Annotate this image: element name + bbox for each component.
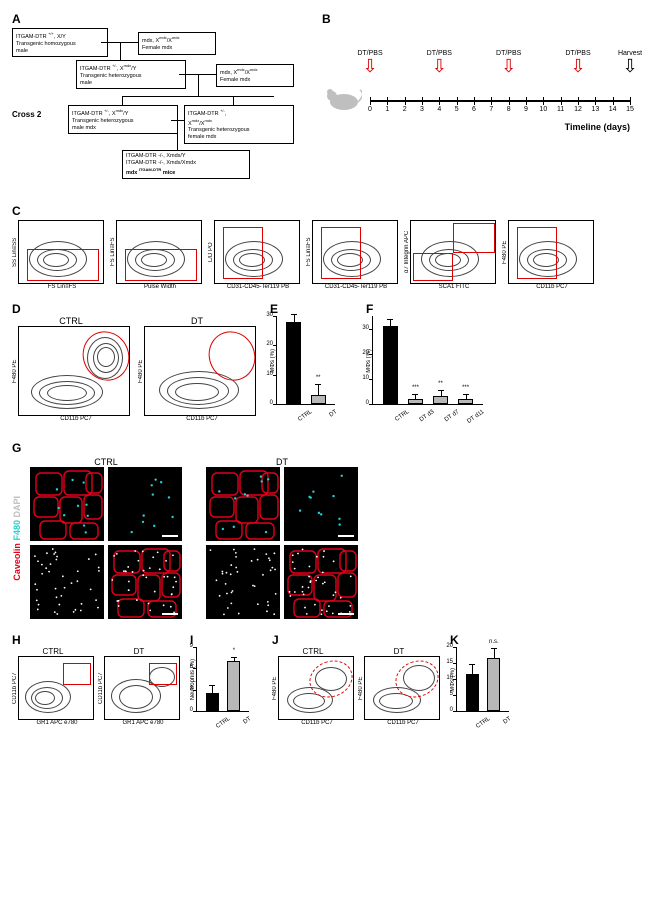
panel-j: J CTRL F480 PE CD11b PC7 DT F bbox=[272, 633, 440, 726]
barchart-f: 0102030******** bbox=[372, 316, 483, 405]
timeline-arrow: DT/PBS⇩ bbox=[427, 50, 452, 75]
figure: A ITGAM-DTR +/+, X/YTransgenic homozygou… bbox=[12, 12, 638, 734]
facs-c-0: SS Lin≡SSFS Lin≡FS bbox=[12, 220, 104, 290]
panel-d-title-dt: DT bbox=[138, 316, 256, 326]
cross2-label: Cross 2 bbox=[12, 110, 41, 119]
bar bbox=[487, 658, 500, 711]
barchart-i: 0369* bbox=[196, 647, 249, 712]
timeline-arrow: DT/PBS⇩ bbox=[357, 50, 382, 75]
breed-box-c2-female: ITGAM-DTR +/-,Xmdx/XmdxTransgenic hetero… bbox=[184, 105, 294, 144]
micrograph bbox=[30, 545, 104, 619]
bar bbox=[433, 396, 448, 404]
micrograph bbox=[284, 467, 358, 541]
bar bbox=[408, 399, 423, 404]
barchart-e: 0102030** bbox=[276, 316, 335, 405]
significance-marker: ** bbox=[429, 381, 453, 387]
panel-label-e: E bbox=[270, 302, 352, 316]
panel-label-d: D bbox=[12, 302, 256, 316]
timeline-arrow: DT/PBS⇩ bbox=[496, 50, 521, 75]
micrograph bbox=[108, 545, 182, 619]
facs-c-5: F480 PECD11b PC7 bbox=[502, 220, 594, 290]
panel-label-c: C bbox=[12, 204, 638, 218]
panel-label-f: F bbox=[366, 302, 496, 316]
micrograph-grid-dt bbox=[206, 467, 358, 619]
bar bbox=[383, 326, 398, 404]
panel-k: K MΦs (%) 05101520n.s. CTRLDT bbox=[450, 633, 522, 734]
panel-f: F MΦs (%) 0102030******** CTRLDT d3DT d7… bbox=[366, 302, 496, 427]
breed-box-p1-female: mdx, Xmdx/XmdxFemale mdx bbox=[138, 32, 216, 55]
micrograph bbox=[108, 467, 182, 541]
panel-a: A ITGAM-DTR +/+, X/YTransgenic homozygou… bbox=[12, 12, 312, 198]
panel-g-ylabel: Caveolin/F480/DAPI bbox=[12, 496, 26, 581]
facs-j-ctrl bbox=[278, 656, 354, 720]
timeline-bar: 0123456789101112131415 bbox=[370, 100, 630, 102]
bar bbox=[311, 395, 326, 404]
significance-marker: n.s. bbox=[482, 639, 506, 645]
panel-label-j: J bbox=[272, 633, 440, 647]
bar-category-label: DT d7 bbox=[433, 409, 461, 431]
significance-marker: * bbox=[222, 648, 246, 654]
timeline-arrow: DT/PBS⇩ bbox=[565, 50, 590, 75]
panel-c-plots: SS Lin≡SSFS Lin≡FSFS Lin≡FSPulse WidthL/… bbox=[12, 220, 638, 290]
micrograph bbox=[206, 467, 280, 541]
bar bbox=[286, 322, 301, 404]
bar-category-label: CTRL bbox=[286, 409, 314, 431]
facs-c-2: L/D POCD31-CD45-Ter119 PB bbox=[208, 220, 300, 290]
panel-e: E MΦs (%) 0102030** CTRLDT bbox=[270, 302, 352, 427]
significance-marker: *** bbox=[403, 385, 427, 391]
micrograph bbox=[30, 467, 104, 541]
breed-box-f1: ITGAM-DTR +/-, Xmdx/YTransgenic heterozy… bbox=[76, 60, 186, 89]
panel-g-title-dt: DT bbox=[206, 457, 358, 467]
bar-category-label: DT bbox=[310, 409, 338, 431]
facs-j-dt bbox=[364, 656, 440, 720]
panel-label-g: G bbox=[12, 441, 638, 455]
facs-c-4: α7 Integrin APCSCA1 FITC bbox=[404, 220, 496, 290]
breed-box-p2-female: mdx, Xmdx/XmdxFemale mdx bbox=[216, 64, 294, 87]
breed-box-p1-male: ITGAM-DTR +/+, X/YTransgenic homozygousm… bbox=[12, 28, 108, 57]
barchart-k: 05101520n.s. bbox=[456, 647, 509, 712]
facs-h-ctrl bbox=[18, 656, 94, 720]
mouse-icon bbox=[322, 86, 362, 114]
bar bbox=[466, 674, 479, 711]
facs-d-ctrl bbox=[18, 326, 130, 416]
panel-b: B DT/PBS⇩DT/PBS⇩DT/PBS⇩DT/PBS⇩Harvest⇩ 0… bbox=[322, 12, 638, 160]
facs-h-dt bbox=[104, 656, 180, 720]
panel-i: I Neutrophils (%) 0369* CTRLDT bbox=[190, 633, 262, 734]
significance-marker: ** bbox=[306, 375, 330, 381]
bar bbox=[206, 693, 219, 711]
bar bbox=[458, 399, 473, 404]
micrograph-grid-ctrl bbox=[30, 467, 182, 619]
panel-d: D CTRL F480 PE CD11b PC7 bbox=[12, 302, 256, 422]
facs-c-3: FS Lin≡FSCD31-CD45-Ter119 PB bbox=[306, 220, 398, 290]
panel-h: H CTRL CD11b PC7 GR1 APC e780 DT bbox=[12, 633, 180, 726]
panel-label-i: I bbox=[190, 633, 262, 647]
micrograph bbox=[284, 545, 358, 619]
facs-d-dt bbox=[144, 326, 256, 416]
panel-label-a: A bbox=[12, 12, 312, 26]
bar-category-label: CTRL bbox=[382, 409, 410, 431]
micrograph bbox=[206, 545, 280, 619]
panel-g-title-ctrl: CTRL bbox=[30, 457, 182, 467]
panel-label-b: B bbox=[322, 12, 638, 26]
bar-category-label: DT d11 bbox=[458, 409, 486, 431]
panel-label-h: H bbox=[12, 633, 180, 647]
facs-c-1: FS Lin≡FSPulse Width bbox=[110, 220, 202, 290]
panel-d-xaxis: CD11b PC7 bbox=[22, 416, 130, 422]
timeline-caption: Timeline (days) bbox=[565, 122, 630, 132]
timeline-arrow: Harvest⇩ bbox=[618, 50, 642, 75]
significance-marker: *** bbox=[454, 385, 478, 391]
breed-box-c2-male: ITGAM-DTR +/-, Xmdx/YTransgenic heterozy… bbox=[68, 105, 178, 134]
panel-d-title-ctrl: CTRL bbox=[12, 316, 130, 326]
breed-box-final: ITGAM-DTR -/-, Xmdx/Y ITGAM-DTR -/-, Xmd… bbox=[122, 150, 250, 179]
bar-category-label: DT d3 bbox=[408, 409, 436, 431]
bar bbox=[227, 661, 240, 711]
